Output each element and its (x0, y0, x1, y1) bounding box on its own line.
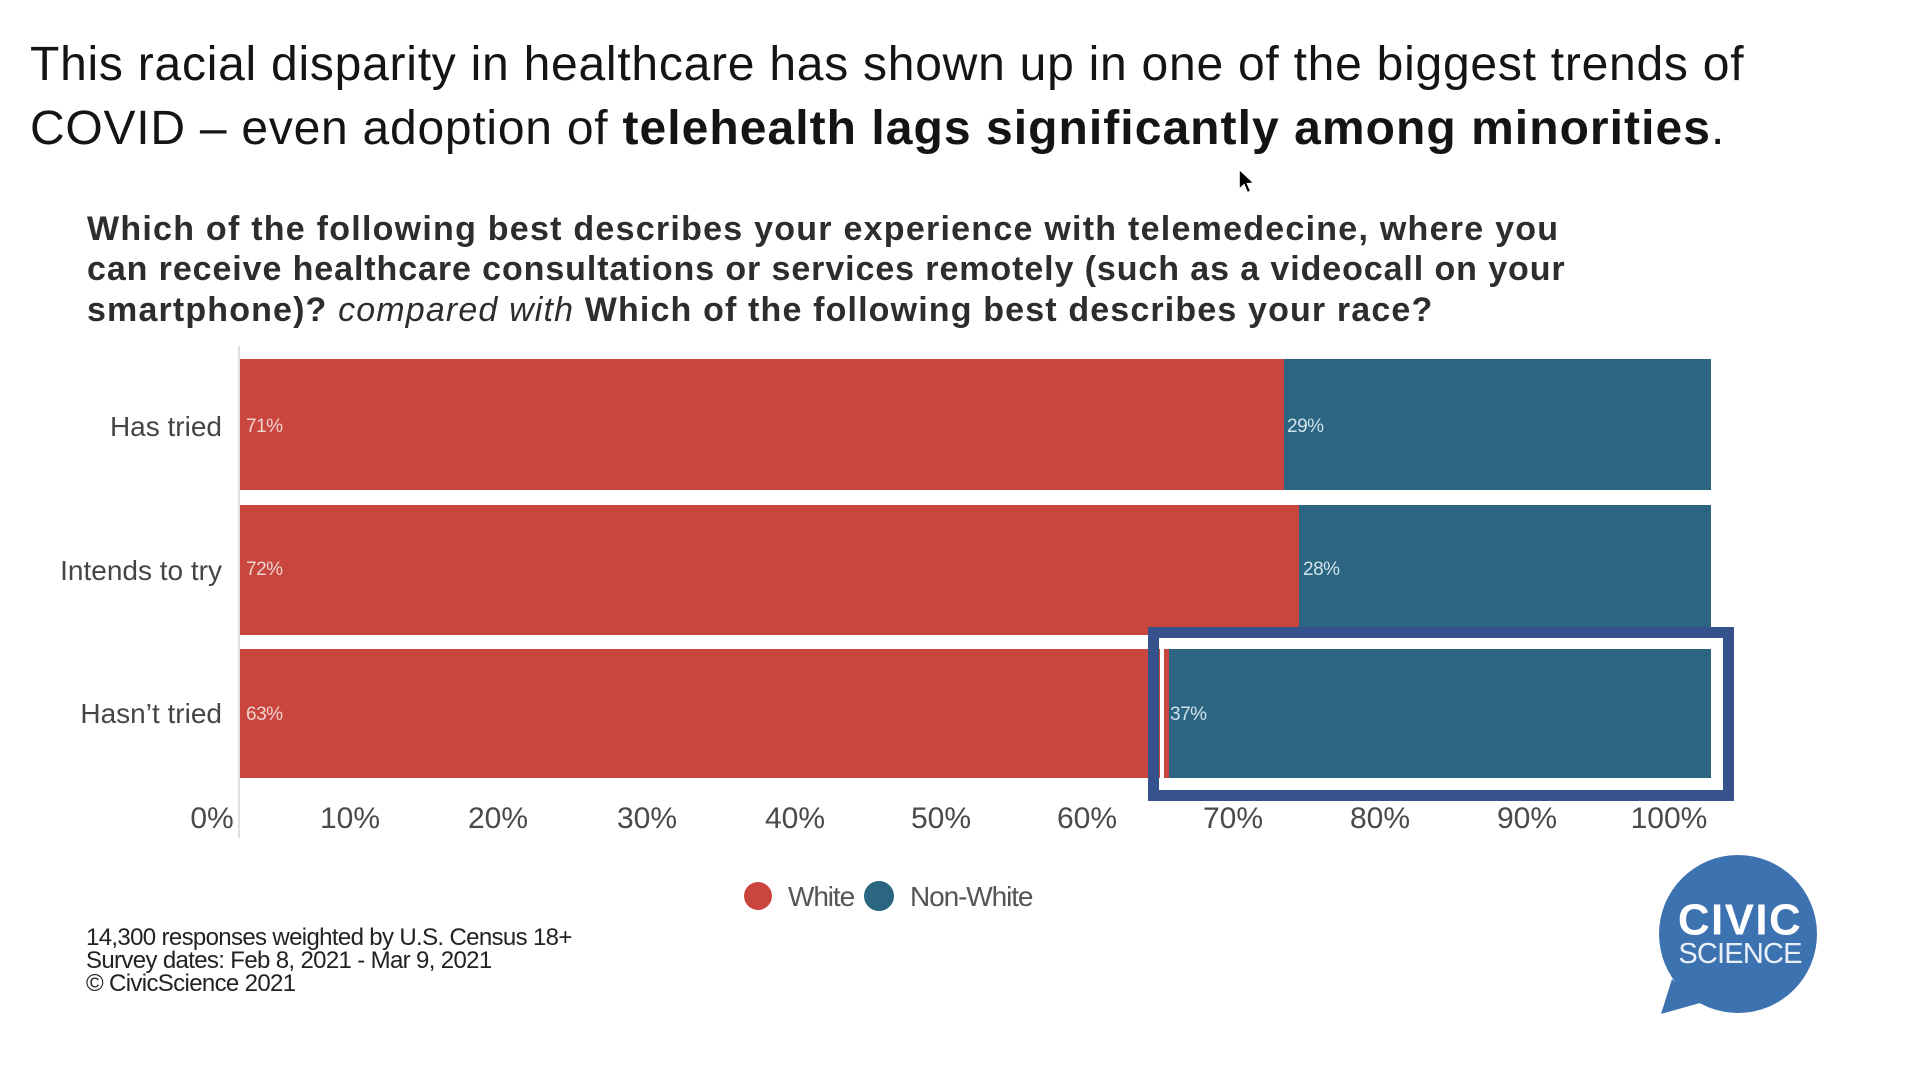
svg-text:SCIENCE: SCIENCE (1678, 938, 1802, 970)
svg-text:CIVIC: CIVIC (1678, 896, 1802, 945)
